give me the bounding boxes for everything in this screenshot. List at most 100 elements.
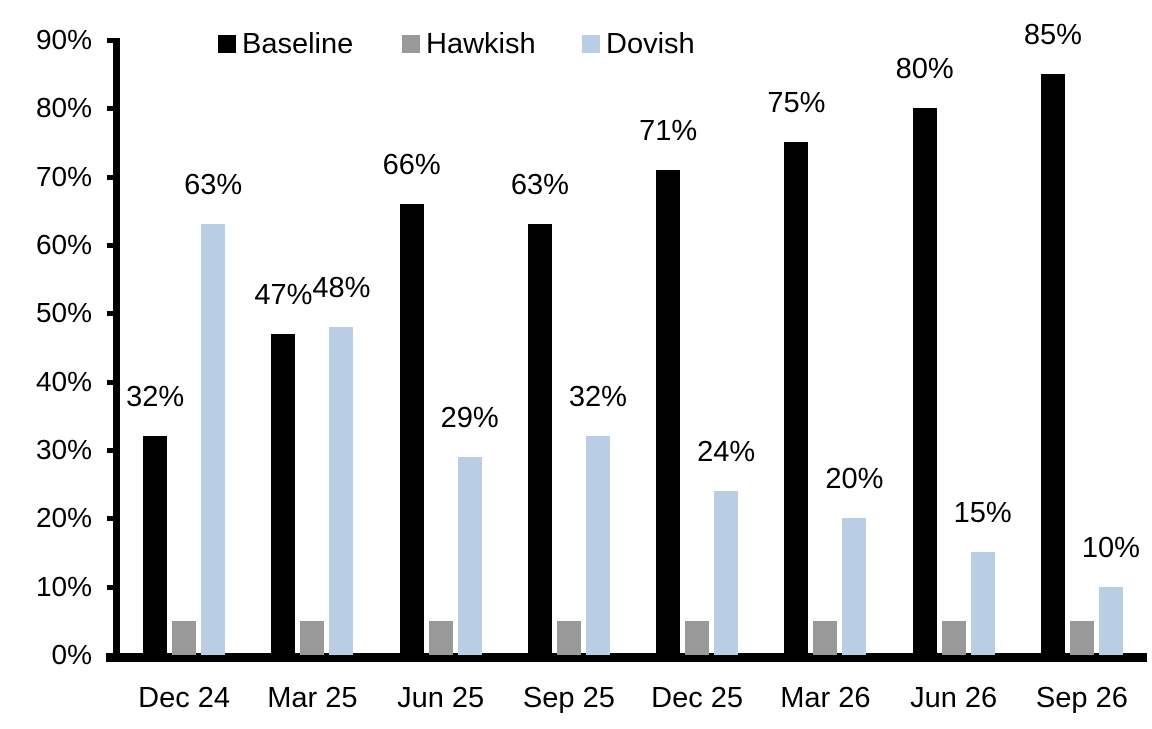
x-axis-label-dec-24: Dec 24 [138, 682, 231, 714]
bar-wrap-dovish-mar-25: 48% [312, 272, 370, 655]
bar-wrap-dovish-jun-25: 29% [441, 402, 499, 655]
x-axis-label-mar-26: Mar 26 [780, 682, 871, 714]
y-axis-tick-80 [107, 106, 120, 112]
legend-item-hawkish: Hawkish [402, 27, 536, 61]
bar-hawkish-sep-25 [556, 621, 581, 655]
x-axis-label-mar-25: Mar 25 [267, 682, 358, 714]
bar-baseline-sep-26 [1040, 74, 1065, 655]
data-label-baseline-dec-24: 32% [126, 381, 185, 413]
bar-group-mar-25: 47% 48% Mar 25 [248, 40, 376, 714]
x-axis-label-sep-26: Sep 26 [1035, 682, 1128, 714]
bar-cluster-dec-24: 32% 63% [126, 169, 242, 655]
y-axis-label-30: 30% [35, 434, 92, 465]
legend-swatch-dovish-icon [582, 35, 600, 53]
bar-wrap-baseline-sep-26: 85% [1024, 19, 1082, 655]
y-axis-label-90: 90% [35, 24, 92, 55]
bar-wrap-baseline-mar-26: 75% [767, 87, 825, 655]
x-axis-label-jun-26: Jun 26 [910, 682, 998, 714]
bar-wrap-hawkish-dec-25 [685, 621, 710, 655]
bar-baseline-jun-26 [912, 108, 937, 655]
bar-wrap-hawkish-jun-25 [428, 621, 453, 655]
bar-group-dec-25: 71% 24% Dec 25 [633, 40, 761, 714]
bar-wrap-dovish-dec-25: 24% [697, 436, 755, 655]
y-axis-label-10: 10% [35, 570, 92, 602]
y-axis-tick-0 [107, 653, 120, 658]
y-axis-tick-30 [107, 448, 120, 453]
bar-wrap-baseline-jun-26: 80% [896, 53, 954, 655]
bar-group-sep-25: 63% 32% Sep 25 [505, 40, 633, 714]
bar-cluster-mar-25: 47% 48% [254, 272, 370, 655]
data-label-baseline-mar-26: 75% [767, 87, 826, 119]
plot-area: 32% 63% Dec 24 47% 48% Mar 25 66% 29% Jun 25 63% 3… [120, 19, 1146, 714]
bar-group-jun-26: 80% 15% Jun 26 [890, 40, 1018, 714]
bar-baseline-dec-25 [656, 170, 681, 655]
bar-dovish-dec-25 [714, 491, 739, 655]
x-axis-label-dec-25: Dec 25 [651, 682, 744, 714]
bar-wrap-dovish-sep-26: 10% [1082, 532, 1140, 655]
bar-wrap-hawkish-jun-26 [941, 621, 966, 655]
bar-baseline-jun-25 [399, 204, 424, 655]
x-axis-label-sep-25: Sep 25 [522, 682, 615, 714]
y-axis-label-20: 20% [35, 502, 92, 534]
bar-group-dec-24: 32% 63% Dec 24 [120, 40, 248, 714]
bar-baseline-mar-26 [784, 142, 809, 655]
data-label-baseline-mar-25: 47% [254, 279, 313, 311]
bar-wrap-dovish-jun-26: 15% [954, 497, 1012, 655]
bar-cluster-sep-25: 63% 32% [511, 169, 627, 655]
bar-wrap-baseline-dec-24: 32% [126, 381, 184, 655]
bar-cluster-sep-26: 85% 10% [1024, 19, 1140, 655]
bar-dovish-jun-26 [970, 552, 995, 655]
bar-wrap-dovish-sep-25: 32% [569, 381, 627, 655]
bar-wrap-hawkish-sep-25 [556, 621, 581, 655]
y-axis-tick-20 [107, 516, 120, 522]
bar-group-mar-26: 75% 20% Mar 26 [761, 40, 889, 714]
bar-wrap-hawkish-mar-26 [813, 621, 838, 655]
y-axis-label-60: 60% [35, 229, 92, 260]
bar-wrap-baseline-jun-25: 66% [383, 149, 441, 655]
bar-cluster-jun-25: 66% 29% [383, 149, 499, 655]
bar-wrap-dovish-mar-26: 20% [825, 463, 883, 655]
x-axis-line [106, 653, 1147, 662]
data-label-dovish-sep-26: 10% [1081, 532, 1140, 564]
data-label-dovish-jun-25: 29% [440, 402, 499, 434]
bar-wrap-hawkish-sep-26 [1069, 621, 1094, 655]
bar-dovish-jun-25 [457, 457, 482, 655]
bar-wrap-baseline-dec-25: 71% [639, 115, 697, 655]
y-axis-tick-50 [107, 311, 120, 317]
bar-baseline-sep-25 [527, 224, 552, 655]
data-label-dovish-sep-25: 32% [568, 381, 627, 413]
y-axis-tick-10 [107, 584, 120, 590]
y-axis-tick-70 [107, 174, 120, 180]
legend-label-hawkish: Hawkish [426, 28, 536, 60]
legend-swatch-hawkish-icon [402, 35, 420, 53]
y-axis-tick-90 [107, 38, 120, 43]
bar-hawkish-mar-25 [300, 621, 325, 655]
legend-swatch-baseline-icon [218, 35, 236, 53]
y-axis-label-50: 50% [35, 297, 92, 329]
y-axis-label-40: 40% [35, 365, 92, 397]
bar-hawkish-jun-25 [428, 621, 453, 655]
bar-wrap-baseline-sep-25: 63% [511, 169, 569, 655]
y-axis-label-80: 80% [35, 92, 92, 124]
data-label-dovish-mar-25: 48% [312, 272, 371, 304]
bar-hawkish-mar-26 [813, 621, 838, 655]
legend-label-dovish: Dovish [606, 28, 695, 60]
bar-dovish-sep-25 [585, 436, 610, 655]
bar-dovish-sep-26 [1098, 587, 1123, 655]
bar-wrap-hawkish-mar-25 [300, 621, 325, 655]
bar-dovish-mar-25 [329, 327, 354, 655]
y-axis-tick-60 [107, 243, 120, 248]
y-axis-label-0: 0% [51, 639, 92, 670]
bar-dovish-dec-24 [201, 224, 226, 655]
data-label-baseline-sep-26: 85% [1023, 19, 1082, 51]
bar-group-jun-25: 66% 29% Jun 25 [377, 40, 505, 714]
x-axis-label-jun-25: Jun 25 [397, 682, 485, 714]
data-label-dovish-dec-24: 63% [184, 169, 243, 201]
legend-label-baseline: Baseline [242, 28, 354, 60]
data-label-dovish-jun-26: 15% [953, 497, 1012, 529]
y-axis-label-70: 70% [35, 160, 92, 192]
bar-hawkish-jun-26 [941, 621, 966, 655]
data-label-dovish-mar-26: 20% [825, 463, 884, 495]
data-label-baseline-jun-25: 66% [382, 149, 441, 181]
